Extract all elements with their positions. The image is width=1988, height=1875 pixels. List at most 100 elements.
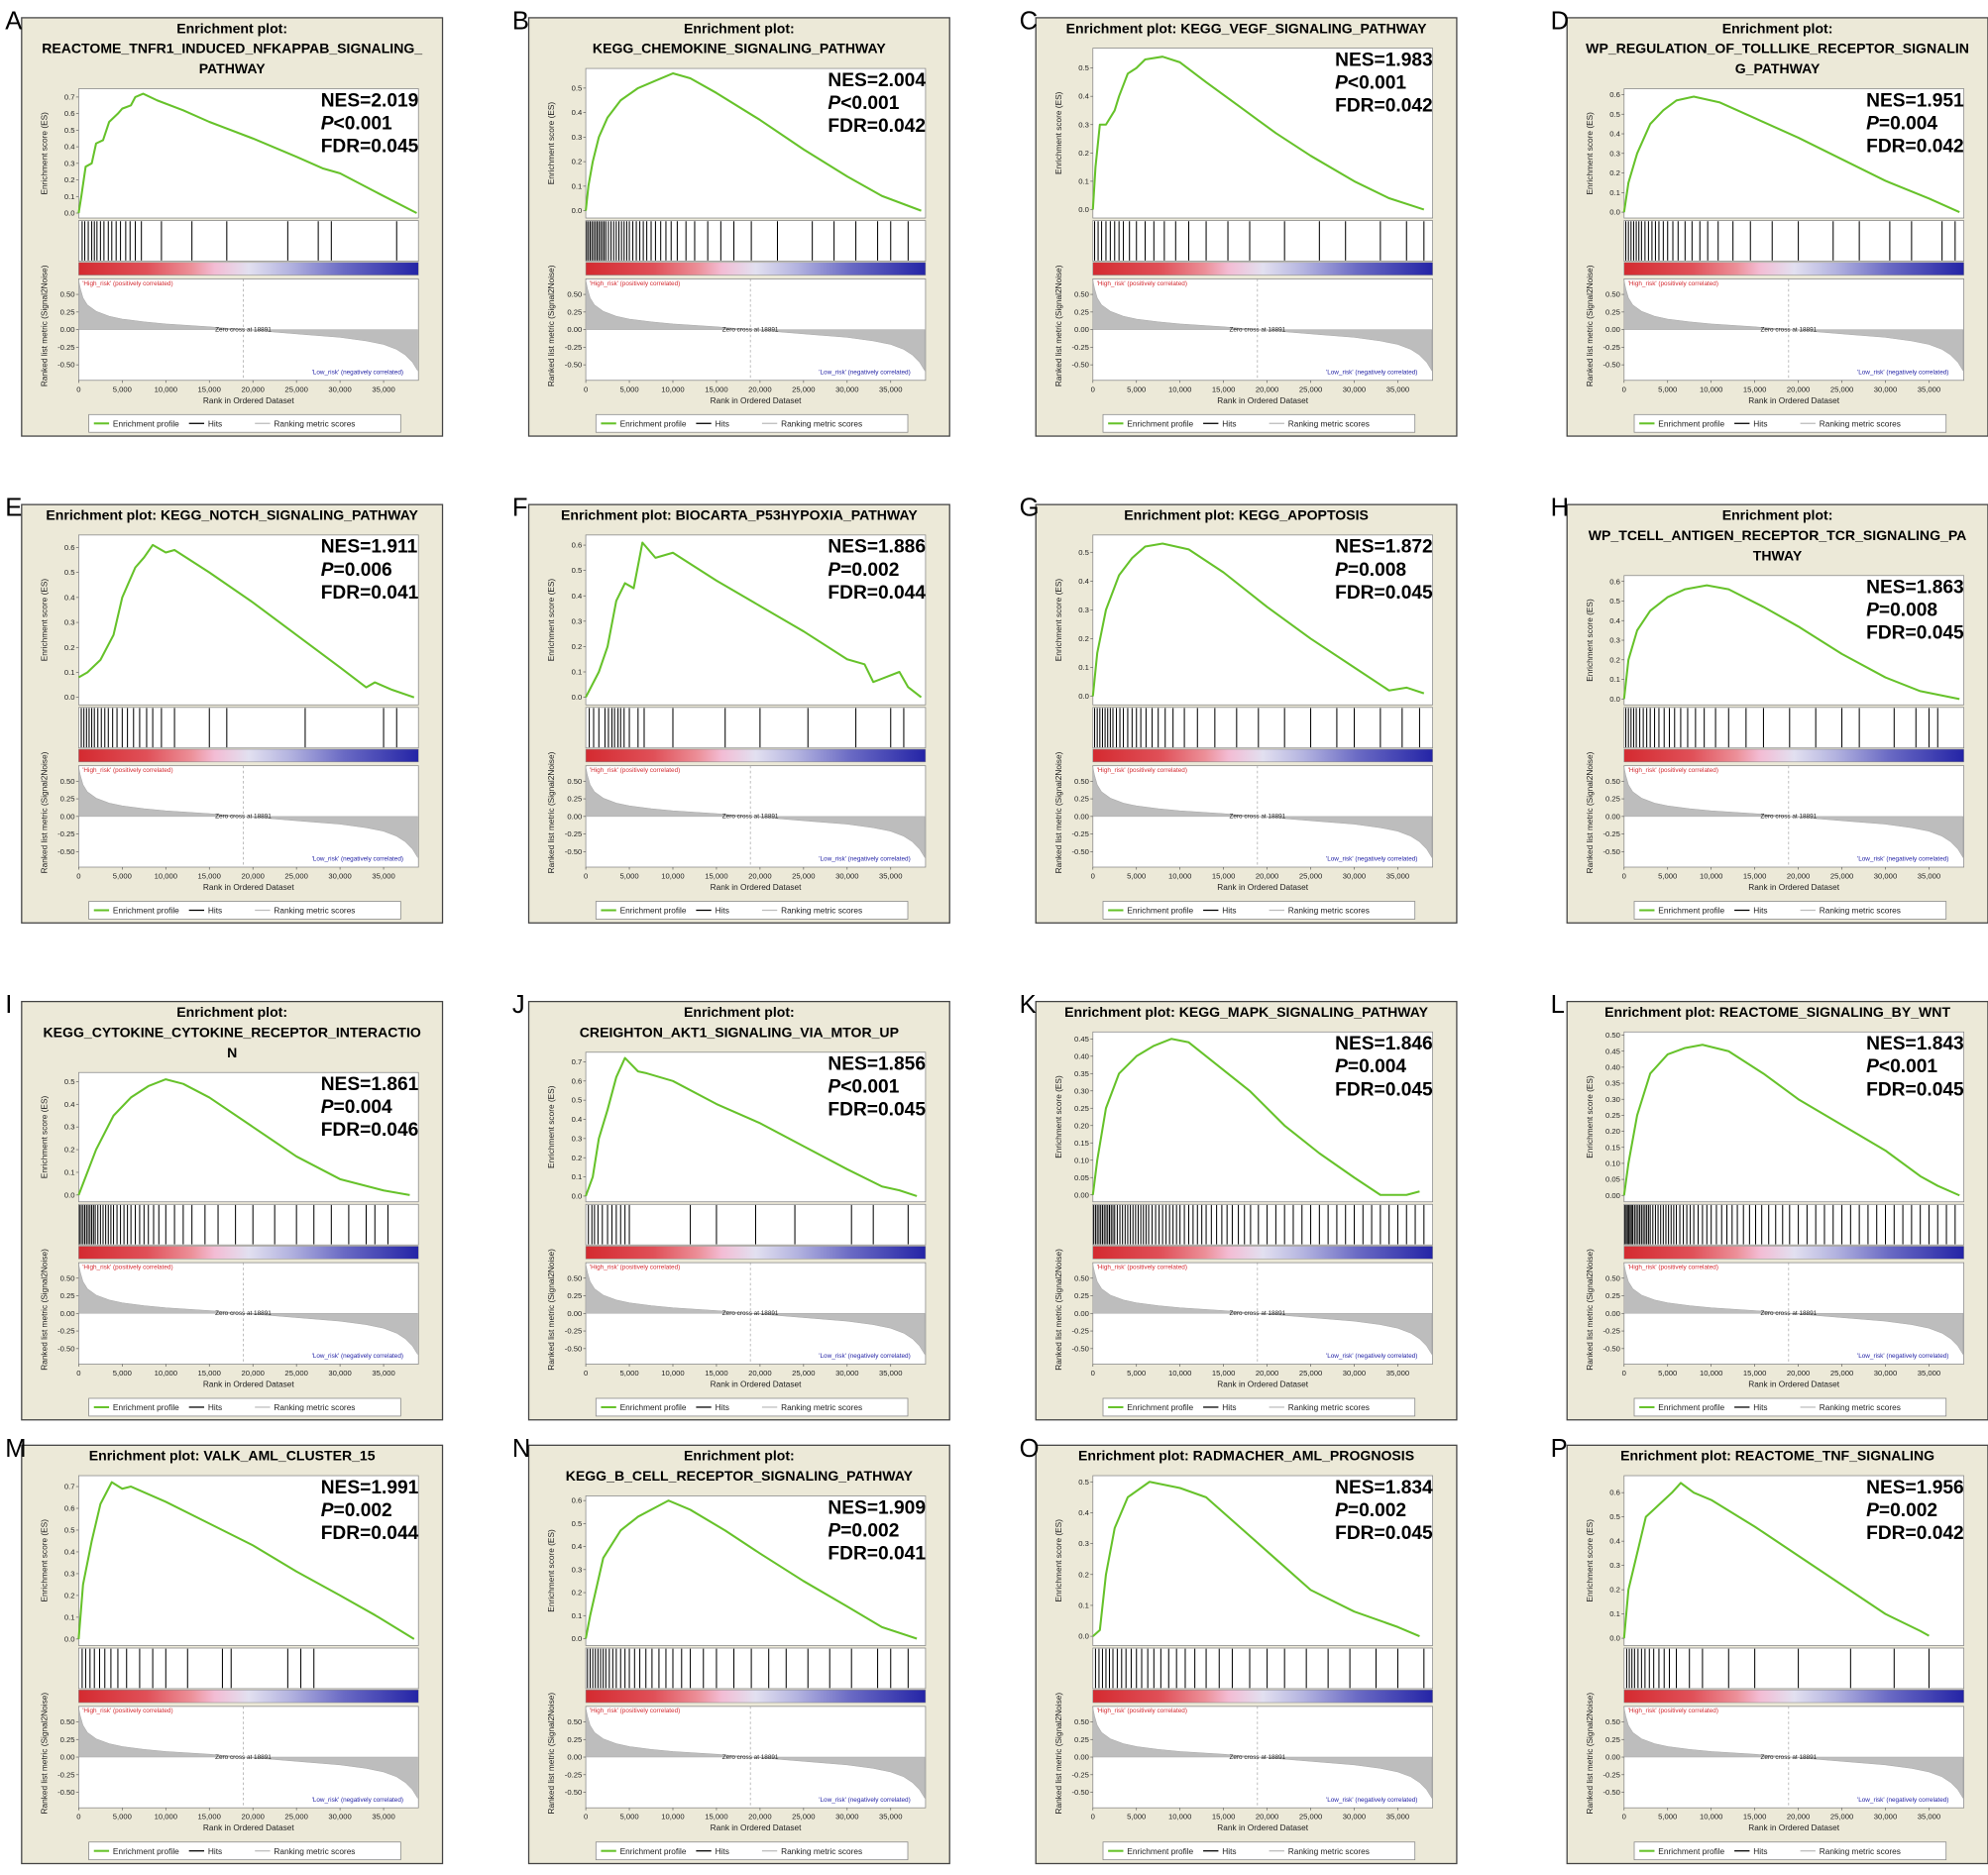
es-tick-label: 0.1 [572,181,583,190]
hits-area [585,220,927,262]
x-axis-label: Rank in Ordered Dataset [711,1822,802,1832]
panel-title: Enrichment plot: KEGG_VEGF_SIGNALING_PAT… [1066,20,1427,36]
es-plot-area [1623,88,1965,219]
x-tick-label: 20,000 [1256,1813,1278,1821]
es-tick-label: 0.2 [572,642,583,651]
es-tick-label: 0.10 [1074,1156,1089,1164]
metric-tick-label: -0.25 [57,343,74,352]
stat-fdr: FDR=0.045 [828,1100,926,1121]
legend-label: Hits [716,418,729,428]
panel-title: G_PATHWAY [1735,60,1821,76]
stat-p: P=0.004 [1866,113,1937,134]
es-tick-label: 0.7 [64,1483,75,1491]
stat-p: P=0.008 [1335,560,1406,581]
rank-color-bar [78,748,419,763]
stat-fdr: FDR=0.041 [321,583,419,604]
es-tick-label: 0.3 [64,159,75,167]
hits-area [585,1647,927,1690]
x-tick-label: 30,000 [328,1813,351,1821]
metric-axis-label: Ranked list metric (Signal2Noise) [39,265,49,386]
metric-tick-label: -0.50 [1071,1788,1088,1797]
legend-label: Hits [1753,418,1767,428]
es-plot-area [1092,1031,1434,1203]
x-tick-label: 35,000 [1918,872,1940,881]
es-plot-area [1623,1031,1965,1203]
zero-cross-label: Zero cross at 18891 [1760,1310,1817,1317]
enrichment-curve [1091,542,1425,697]
hits-area [78,1647,419,1690]
enrichment-curve [1091,55,1425,211]
es-tick-label: 0.2 [64,1146,75,1155]
x-tick-label: 25,000 [1830,872,1853,881]
x-tick-label: 25,000 [1299,1813,1322,1821]
es-tick-label: 0.1 [572,1611,583,1620]
x-tick-label: 15,000 [1212,1369,1235,1378]
es-tick-label: 0.0 [1078,205,1089,214]
es-tick-label: 0.20 [1074,1121,1089,1130]
x-tick-label: 10,000 [155,1369,177,1378]
legend-label: Enrichment profile [1127,1402,1193,1412]
stat-p: P=0.002 [1866,1500,1937,1521]
es-tick-label: 0.50 [1605,1031,1620,1040]
x-tick-label: 0 [584,872,588,881]
legend-box [1633,1397,1947,1417]
panel-title: REACTOME_TNFR1_INDUCED_NFKAPPAB_SIGNALIN… [42,41,422,56]
es-tick-label: 0.3 [1078,120,1089,129]
es-tick-label: 0.5 [1078,63,1089,72]
x-tick-label: 0 [1622,1813,1626,1821]
es-tick-label: 0.6 [64,109,75,118]
panel-letter: K [1020,991,1037,1019]
metric-axis-label: Ranked list metric (Signal2Noise) [1585,265,1595,386]
es-tick-label: 0.30 [1074,1086,1089,1095]
es-tick-label: 0.3 [572,616,583,625]
x-tick-label: 35,000 [879,872,902,881]
metric-tick-label: 0.25 [1605,307,1620,316]
es-tick-label: 0.5 [1078,1478,1089,1487]
x-axis-label: Rank in Ordered Dataset [711,1379,802,1388]
metric-tick-label: 0.00 [1074,812,1089,821]
es-tick-label: 0.5 [572,566,583,575]
stat-nes: NES=1.863 [1866,578,1964,599]
neg-label: 'Low_risk' (negatively correlated) [312,1797,403,1804]
es-tick-label: 0.0 [1609,208,1620,217]
metric-tick-label: 0.25 [567,307,582,316]
es-tick-label: 0.0 [572,1191,583,1200]
x-tick-label: 25,000 [1830,1813,1853,1821]
stat-p: P<0.001 [1866,1056,1937,1077]
panel-letter: C [1020,7,1038,35]
metric-tick-label: 0.25 [1605,1735,1620,1744]
metric-tick-label: 0.50 [60,1273,75,1282]
stat-fdr: FDR=0.045 [1866,1079,1964,1100]
metric-tick-label: 0.25 [1605,795,1620,804]
hits-area [78,707,419,749]
panel-title: Enrichment plot: [176,1004,287,1020]
es-tick-label: 0.5 [1609,597,1620,606]
legend-box [1633,1841,1947,1861]
es-tick-label: 0.0 [1078,692,1089,701]
x-tick-label: 10,000 [1168,1813,1191,1821]
x-tick-label: 35,000 [372,872,394,881]
x-tick-label: 25,000 [792,385,815,393]
metric-tick-label: 0.50 [60,777,75,786]
panel: G Enrichment plot: KEGG_APOPTOSIS 0.0 0.1 0.… [1020,495,1458,924]
rank-color-bar [585,748,927,763]
zero-cross-label: Zero cross at 18891 [215,1310,272,1317]
es-tick-label: 0.0 [572,206,583,215]
legend-label: Hits [716,1402,729,1412]
es-tick-label: 0.0 [572,1634,583,1643]
legend-label: Enrichment profile [620,1846,687,1856]
metric-tick-label: -0.50 [57,1788,74,1797]
neg-label: 'Low_risk' (negatively correlated) [312,856,403,863]
metric-tick-label: 0.00 [60,1309,75,1318]
x-tick-label: 15,000 [1743,872,1766,881]
legend-label: Enrichment profile [1127,906,1193,916]
x-tick-label: 0 [76,385,80,393]
legend-label: Ranking metric scores [274,906,355,916]
metric-tick-label: -0.50 [57,847,74,856]
metric-tick-label: 0.50 [1605,1273,1620,1282]
zero-cross-label: Zero cross at 18891 [1760,814,1817,821]
x-tick-label: 5,000 [1658,1369,1677,1378]
metric-tick-label: 0.25 [1074,1735,1089,1744]
x-tick-label: 15,000 [198,872,221,881]
metric-tick-label: 0.00 [1605,1309,1620,1318]
